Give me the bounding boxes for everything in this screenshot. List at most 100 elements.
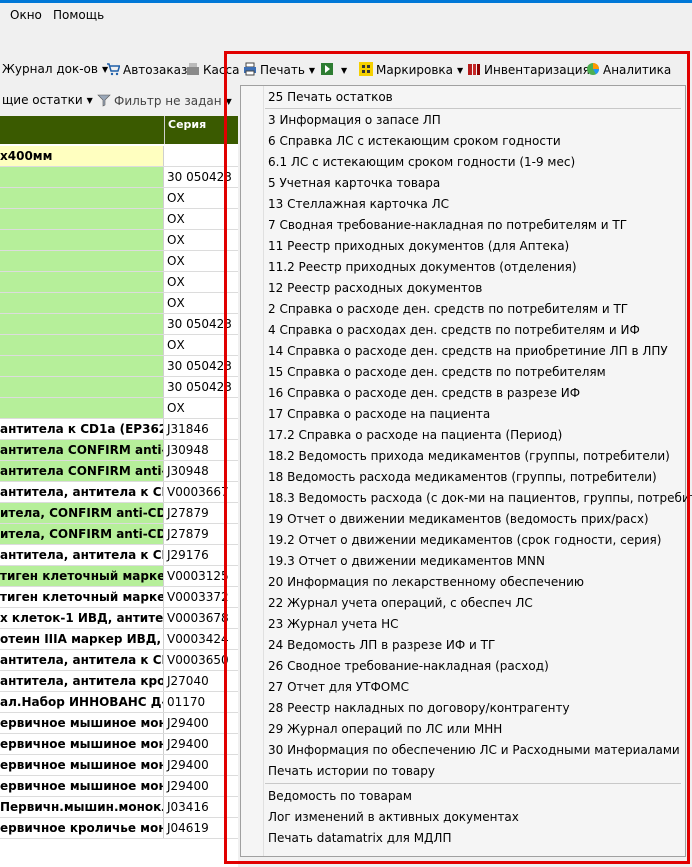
menu-item[interactable]: 24 Ведомость ЛП в разрезе ИФ и ТГ <box>268 638 496 652</box>
menu-item[interactable]: 19 Отчет о движении медикаментов (ведомо… <box>268 512 649 526</box>
print-button[interactable]: Печать ▼ <box>243 62 315 77</box>
menu-item[interactable]: 17.2 Справка о расходе на пациента (Пери… <box>268 428 563 442</box>
cell-name: итела, CONFIRM anti-CD: <box>0 503 164 523</box>
table-row[interactable]: ОХ <box>0 272 238 293</box>
menu-item[interactable]: Печать datamatrix для МДЛП <box>268 831 452 845</box>
menu-item[interactable]: Ведомость по товарам <box>268 789 412 803</box>
menu-item[interactable]: 18 Ведомость расхода медикаментов (групп… <box>268 470 657 484</box>
menu-item[interactable]: 27 Отчет для УТФОМС <box>268 680 409 694</box>
table-row[interactable]: тиген клеточный маркер V0003372 <box>0 587 238 608</box>
menu-item[interactable]: 5 Учетная карточка товара <box>268 176 441 190</box>
cell-name <box>0 230 164 250</box>
cell-series: J27879 <box>167 527 209 541</box>
menu-item[interactable]: 12 Реестр расходных документов <box>268 281 483 295</box>
analytics-button[interactable]: Аналитика <box>586 62 671 77</box>
export-button[interactable]: ▼ <box>320 62 347 77</box>
table-row[interactable]: ОХ <box>0 335 238 356</box>
table-row[interactable]: ОХ <box>0 188 238 209</box>
stock-grid: Серия х400мм 30 050423 ОХ ОХ ОХ ОХ ОХ ОХ 30 0504… <box>0 116 238 867</box>
table-row[interactable]: ОХ <box>0 230 238 251</box>
menu-item[interactable]: 25 Печать остатков <box>268 90 393 104</box>
cash-register-button[interactable]: Касса <box>186 62 239 77</box>
table-row[interactable]: антитела, антитела к CD4 J29176 <box>0 545 238 566</box>
menu-item[interactable]: 13 Стеллажная карточка ЛС <box>268 197 450 211</box>
menu-item[interactable]: 2 Справка о расходе ден. средств по потр… <box>268 302 629 316</box>
menu-item[interactable]: 15 Справка о расходе ден. средств по пот… <box>268 365 606 379</box>
table-row[interactable]: антитела CONFIRM anti-CDJ30948 <box>0 440 238 461</box>
menu-item[interactable]: 11 Реестр приходных документов (для Апте… <box>268 239 570 253</box>
table-row[interactable]: тиген клеточный маркер V0003125 <box>0 566 238 587</box>
menu-item[interactable]: 22 Журнал учета операций, с обеспеч ЛС <box>268 596 533 610</box>
cell-name <box>0 188 164 208</box>
table-row[interactable]: итела, CONFIRM anti-CD: J27879 <box>0 524 238 545</box>
cell-name: отеин IIIA маркер ИВД, ан <box>0 629 164 649</box>
cell-series: 30 050423 <box>167 170 232 184</box>
table-row[interactable]: антитела, антитела к CD21V0003667 <box>0 482 238 503</box>
menu-item[interactable]: 4 Справка о расходах ден. средств по пот… <box>268 323 640 337</box>
menu-item[interactable]: 6.1 ЛС с истекающим сроком годности (1-9… <box>268 155 576 169</box>
table-row[interactable]: х400мм <box>0 146 238 167</box>
table-row[interactable]: 30 050423 <box>0 167 238 188</box>
menu-item[interactable]: 11.2 Реестр приходных документов (отделе… <box>268 260 577 274</box>
cell-name: тиген клеточный маркер <box>0 587 164 607</box>
menu-item[interactable]: 6 Справка ЛС с истекающим сроком годност… <box>268 134 561 148</box>
column-header-series[interactable]: Серия <box>168 118 207 131</box>
menu-item[interactable]: 3 Информация о запасе ЛП <box>268 113 441 127</box>
filter-button[interactable]: Фильтр не задан ▼ <box>97 93 232 108</box>
table-row[interactable]: антитела, антитела к CD61V0003650 <box>0 650 238 671</box>
menu-item[interactable]: 17 Справка о расходе на пациента <box>268 407 491 421</box>
table-row[interactable]: антитела, антитела кроличJ27040 <box>0 671 238 692</box>
table-row[interactable]: Первичн.мышин.монокл.аJ03416 <box>0 797 238 818</box>
menu-item[interactable]: 26 Сводное требование-накладная (расход) <box>268 659 549 673</box>
menu-window[interactable]: Окно <box>10 8 42 22</box>
window-title-bar-strip <box>0 0 692 3</box>
menu-item[interactable]: Печать истории по товару <box>268 764 435 778</box>
menu-item[interactable]: 23 Журнал учета НС <box>268 617 399 631</box>
cell-series: V0003650 <box>167 653 229 667</box>
marking-button[interactable]: Маркировка ▼ <box>359 62 463 77</box>
table-row[interactable]: ОХ <box>0 398 238 419</box>
stock-view-selector[interactable]: щие остатки ▼ <box>2 93 93 107</box>
chevron-down-icon: ▼ <box>308 66 316 75</box>
autoorder-button[interactable]: Автозаказ <box>106 62 187 77</box>
table-row[interactable]: отеин IIIA маркер ИВД, ан V0003424 <box>0 629 238 650</box>
menu-item[interactable]: 29 Журнал операций по ЛС или МНН <box>268 722 503 736</box>
menu-item[interactable]: Лог изменений в активных документах <box>268 810 519 824</box>
table-row[interactable]: итела, CONFIRM anti-CD: J27879 <box>0 503 238 524</box>
table-row[interactable]: ОХ <box>0 293 238 314</box>
menu-item[interactable]: 16 Справка о расходе ден. средств в разр… <box>268 386 581 400</box>
menu-item[interactable]: 18.3 Ведомость расхода (с док-ми на паци… <box>268 491 692 505</box>
menu-item[interactable]: 18.2 Ведомость прихода медикаментов (гру… <box>268 449 670 463</box>
menu-item[interactable]: 14 Справка о расходе ден. средств на при… <box>268 344 668 358</box>
table-row[interactable]: ОХ <box>0 209 238 230</box>
table-row[interactable]: ервичное кроличье моно J04619 <box>0 818 238 839</box>
table-row[interactable]: 30 050423 <box>0 314 238 335</box>
table-row[interactable]: х клеток-1 ИВД, антитела V0003678 <box>0 608 238 629</box>
menu-item[interactable]: 19.3 Отчет о движении медикаментов MNN <box>268 554 545 568</box>
table-row[interactable]: ервичное мышиное монс J29400 <box>0 713 238 734</box>
cell-name <box>0 398 164 418</box>
menu-item[interactable]: 7 Сводная требование-накладная по потреб… <box>268 218 628 232</box>
chevron-down-icon: ▼ <box>101 65 109 74</box>
cell-name: антитела, антитела кролич <box>0 671 164 691</box>
table-row[interactable]: ал.Набор ИННОВАНС Д-д 01170 <box>0 692 238 713</box>
menu-item[interactable]: 19.2 Отчет о движении медикаментов (срок… <box>268 533 662 547</box>
cell-series: V0003667 <box>167 485 229 499</box>
inventory-button[interactable]: Инвентаризация <box>467 62 590 77</box>
table-row[interactable]: ервичное мышиное монс J29400 <box>0 776 238 797</box>
table-row[interactable]: ОХ <box>0 251 238 272</box>
menu-item[interactable]: 30 Информация по обеспечению ЛС и Расход… <box>268 743 680 757</box>
menu-item[interactable]: 28 Реестр накладных по договору/контраге… <box>268 701 570 715</box>
chevron-down-icon: ▼ <box>86 96 93 105</box>
cell-name: ервичное мышиное монс <box>0 776 164 796</box>
table-row[interactable]: антитела CONFIRM anti-CDJ30948 <box>0 461 238 482</box>
table-row[interactable]: антитела к CD1a (EP3622) J31846 <box>0 419 238 440</box>
cell-name: антитела, антитела к CD21 <box>0 482 164 502</box>
table-row[interactable]: 30 050423 <box>0 377 238 398</box>
table-row[interactable]: ервичное мышиное монс J29400 <box>0 734 238 755</box>
table-row[interactable]: 30 050423 <box>0 356 238 377</box>
menu-item[interactable]: 20 Информация по лекарственному обеспече… <box>268 575 585 589</box>
journal-docs-button[interactable]: Журнал док-ов ▼ <box>2 62 109 76</box>
table-row[interactable]: ервичное мышиное монс J29400 <box>0 755 238 776</box>
menu-help[interactable]: Помощь <box>53 8 105 22</box>
